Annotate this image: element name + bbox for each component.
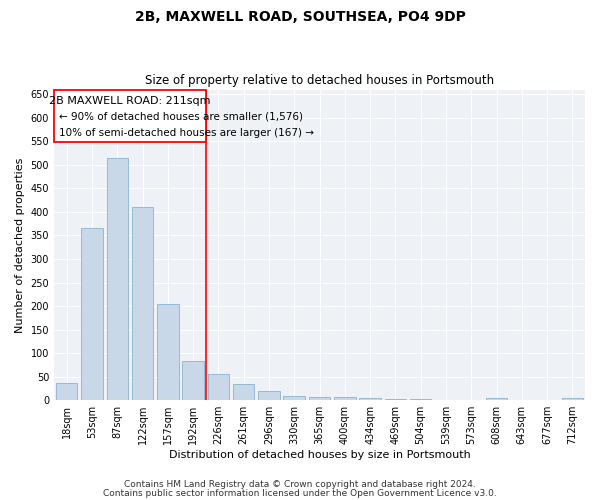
- Text: ← 90% of detached houses are smaller (1,576): ← 90% of detached houses are smaller (1,…: [59, 112, 304, 122]
- Bar: [208, 374, 229, 400]
- Bar: [81, 228, 103, 400]
- Title: Size of property relative to detached houses in Portsmouth: Size of property relative to detached ho…: [145, 74, 494, 87]
- Bar: [233, 384, 254, 400]
- Text: 10% of semi-detached houses are larger (167) →: 10% of semi-detached houses are larger (…: [59, 128, 314, 138]
- Bar: [107, 158, 128, 400]
- Bar: [486, 398, 507, 400]
- Text: 2B MAXWELL ROAD: 211sqm: 2B MAXWELL ROAD: 211sqm: [49, 96, 211, 106]
- Bar: [258, 391, 280, 400]
- Bar: [562, 398, 583, 400]
- Y-axis label: Number of detached properties: Number of detached properties: [15, 157, 25, 332]
- Bar: [334, 397, 356, 400]
- Text: Contains public sector information licensed under the Open Government Licence v3: Contains public sector information licen…: [103, 488, 497, 498]
- Bar: [56, 383, 77, 400]
- X-axis label: Distribution of detached houses by size in Portsmouth: Distribution of detached houses by size …: [169, 450, 470, 460]
- Bar: [359, 398, 381, 400]
- Bar: [309, 397, 330, 400]
- Bar: [182, 360, 204, 400]
- Bar: [132, 207, 153, 400]
- Bar: [283, 396, 305, 400]
- Text: 2B, MAXWELL ROAD, SOUTHSEA, PO4 9DP: 2B, MAXWELL ROAD, SOUTHSEA, PO4 9DP: [134, 10, 466, 24]
- FancyBboxPatch shape: [54, 90, 206, 142]
- Text: Contains HM Land Registry data © Crown copyright and database right 2024.: Contains HM Land Registry data © Crown c…: [124, 480, 476, 489]
- Bar: [385, 399, 406, 400]
- Bar: [157, 304, 179, 400]
